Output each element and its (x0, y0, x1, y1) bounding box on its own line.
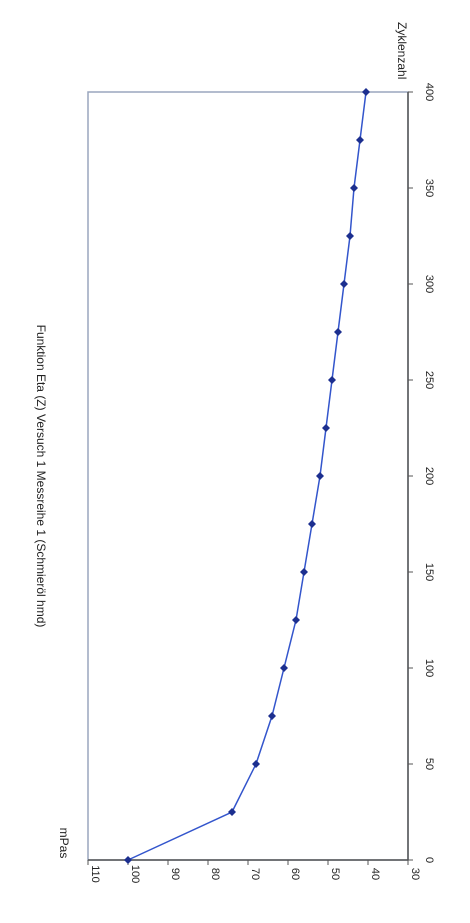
data-point (328, 376, 336, 384)
y-tick-label: 90 (169, 868, 181, 880)
x-ticks: 0 50 100 150 200 250 300 350 400 (408, 83, 435, 863)
data-point (268, 712, 276, 720)
chart-title: Funktion Eta (Z) Versuch 1 Messreihe 1 (… (34, 325, 48, 628)
data-point (124, 856, 132, 864)
x-tick-label: 200 (423, 467, 435, 485)
data-point (362, 88, 370, 96)
x-tick-label: 400 (423, 83, 435, 101)
data-point (346, 232, 354, 240)
data-point (228, 808, 236, 816)
y-tick-label: 60 (289, 868, 301, 880)
y-ticks: 110 100 90 80 70 60 50 40 30 (87, 860, 421, 883)
y-tick-label: 110 (89, 865, 101, 883)
data-point (356, 136, 364, 144)
data-point (322, 424, 330, 432)
data-point (300, 568, 308, 576)
x-tick-label: 150 (423, 563, 435, 581)
data-point (316, 472, 324, 480)
data-point (340, 280, 348, 288)
x-tick-label: 250 (423, 371, 435, 389)
y-tick-label: 30 (409, 868, 421, 880)
x-tick-label: 50 (423, 758, 435, 770)
y-tick-label: 100 (129, 865, 141, 883)
data-point (350, 184, 358, 192)
plot-area (87, 91, 409, 861)
data-point (308, 520, 316, 528)
x-tick-label: 100 (423, 659, 435, 677)
y-tick-label: 80 (209, 868, 221, 880)
y-axis-label: mPas (57, 828, 71, 859)
x-axis-label: Zyklenzahl (395, 22, 409, 79)
y-tick-label: 70 (249, 868, 261, 880)
data-markers (124, 88, 370, 864)
data-point (252, 760, 260, 768)
data-point (280, 664, 288, 672)
x-tick-label: 0 (423, 857, 435, 863)
data-point (292, 616, 300, 624)
y-tick-label: 40 (369, 868, 381, 880)
data-point (334, 328, 342, 336)
x-tick-label: 350 (423, 179, 435, 197)
y-tick-label: 50 (329, 868, 341, 880)
x-tick-label: 300 (423, 275, 435, 293)
